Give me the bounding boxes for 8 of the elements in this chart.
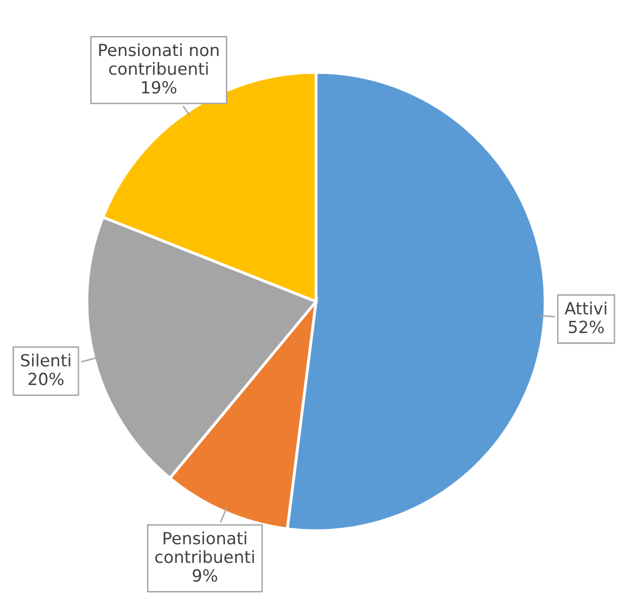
data-label: 9% [192, 569, 218, 582]
data-label: 20% [28, 372, 64, 386]
slice-label: Attivi [564, 302, 606, 314]
slice-label: Pensionati non contribuenti [99, 43, 218, 75]
data-label: 52% [568, 320, 604, 334]
slice-label: Silenti [21, 354, 70, 367]
slice-label: Pensionati contribuenti [155, 532, 254, 564]
data-label: 19% [142, 80, 176, 94]
